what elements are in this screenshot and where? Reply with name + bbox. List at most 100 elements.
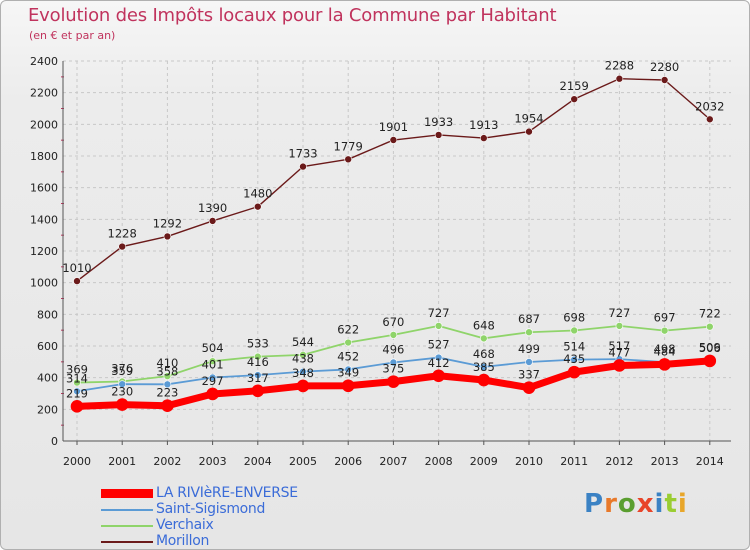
data-point-verchaix <box>208 357 217 366</box>
x-tick-label: 2003 <box>199 455 227 468</box>
data-point-morillon <box>479 134 488 142</box>
data-label-saint-sigismond: 509 <box>699 340 721 354</box>
data-label-verchaix: 722 <box>699 307 721 321</box>
x-tick-label: 2000 <box>63 455 91 468</box>
data-label-saint-sigismond: 499 <box>518 342 540 356</box>
data-label-la-rivi-re-enverse: 484 <box>654 344 676 358</box>
data-point-la-rivi-re-enverse <box>115 398 129 411</box>
data-label-morillon: 2032 <box>695 99 724 113</box>
x-tick-label: 2014 <box>696 455 724 468</box>
data-label-la-rivi-re-enverse: 230 <box>111 385 133 399</box>
data-point-verchaix <box>344 338 353 347</box>
data-point-morillon <box>570 95 579 103</box>
logo-letter: o <box>617 489 637 519</box>
data-label-verchaix: 687 <box>518 312 540 326</box>
data-point-la-rivi-re-enverse <box>251 384 265 398</box>
data-point-saint-sigismond <box>118 380 126 388</box>
data-point-la-rivi-re-enverse <box>567 365 581 379</box>
data-point-la-rivi-re-enverse <box>206 387 219 401</box>
data-label-morillon: 1933 <box>424 115 453 129</box>
data-point-saint-sigismond <box>344 365 353 374</box>
data-label-la-rivi-re-enverse: 349 <box>337 366 359 380</box>
data-label-morillon: 2159 <box>560 79 589 93</box>
y-tick-label: 1800 <box>30 150 58 163</box>
data-point-verchaix <box>705 322 714 331</box>
data-point-saint-sigismond <box>253 371 262 379</box>
data-label-la-rivi-re-enverse: 435 <box>563 352 585 366</box>
data-label-verchaix: 727 <box>608 306 630 320</box>
x-tick-label: 2004 <box>244 455 272 468</box>
y-tick-label: 1200 <box>30 245 58 258</box>
data-point-morillon <box>705 115 714 124</box>
data-label-la-rivi-re-enverse: 412 <box>428 356 450 370</box>
proxiti-logo: Proxiti <box>584 489 688 519</box>
data-point-saint-sigismond <box>570 355 579 364</box>
data-point-verchaix <box>660 326 669 335</box>
legend-label-la-riviere-enverse: LA RIVIèRE-ENVERSE <box>156 485 298 501</box>
data-point-verchaix <box>73 378 81 387</box>
data-label-morillon: 2288 <box>605 59 634 73</box>
data-point-verchaix <box>389 331 398 339</box>
data-point-la-rivi-re-enverse <box>161 399 174 412</box>
data-label-saint-sigismond: 452 <box>337 349 359 363</box>
data-label-verchaix: 622 <box>337 323 359 337</box>
y-tick-label: 400 <box>37 372 58 385</box>
data-label-la-rivi-re-enverse: 506 <box>699 341 721 355</box>
legend-label-morillon: Morillon <box>156 533 210 549</box>
data-label-la-rivi-re-enverse: 477 <box>608 345 630 359</box>
data-label-saint-sigismond: 358 <box>156 364 178 378</box>
data-point-morillon <box>389 136 398 144</box>
data-point-morillon <box>118 242 126 251</box>
data-point-verchaix <box>525 328 533 337</box>
logo-letter: P <box>584 489 605 519</box>
data-label-verchaix: 697 <box>654 311 676 325</box>
data-point-la-rivi-re-enverse <box>341 379 355 393</box>
data-label-morillon: 1779 <box>334 139 363 153</box>
x-tick-label: 2011 <box>560 455 588 468</box>
data-label-verchaix: 670 <box>382 315 404 329</box>
data-point-la-rivi-re-enverse <box>703 354 717 368</box>
y-tick-label: 600 <box>37 340 58 353</box>
y-tick-label: 2400 <box>30 55 58 68</box>
chart-title: Evolution des Impôts locaux pour la Comm… <box>28 5 557 26</box>
data-point-la-rivi-re-enverse <box>387 375 400 388</box>
data-label-la-rivi-re-enverse: 375 <box>382 362 404 376</box>
data-label-morillon: 1228 <box>108 227 137 241</box>
data-point-verchaix <box>253 352 262 361</box>
data-label-la-rivi-re-enverse: 337 <box>518 368 540 382</box>
y-tick-label: 200 <box>37 403 58 416</box>
data-label-morillon: 1733 <box>288 147 317 161</box>
data-label-morillon: 1292 <box>153 216 182 230</box>
y-tick-label: 1000 <box>30 277 58 290</box>
data-label-saint-sigismond: 498 <box>654 342 676 356</box>
logo-letter: i <box>677 489 688 519</box>
data-label-saint-sigismond: 527 <box>428 338 450 352</box>
data-label-verchaix: 533 <box>247 337 269 351</box>
data-point-verchaix <box>479 334 488 343</box>
data-label-saint-sigismond: 314 <box>66 371 88 385</box>
data-point-morillon <box>208 217 217 225</box>
x-tick-label: 2008 <box>425 455 453 468</box>
data-label-saint-sigismond: 468 <box>473 347 495 361</box>
data-point-verchaix <box>163 372 172 380</box>
data-label-la-rivi-re-enverse: 348 <box>292 366 314 380</box>
data-label-saint-sigismond: 401 <box>202 358 224 372</box>
data-label-morillon: 1913 <box>469 118 498 132</box>
data-point-la-rivi-re-enverse <box>70 400 84 413</box>
logo-letter: x <box>636 489 655 519</box>
data-label-saint-sigismond: 496 <box>382 342 404 356</box>
data-point-saint-sigismond <box>163 380 172 389</box>
data-point-la-rivi-re-enverse <box>296 379 310 393</box>
legend-swatch-saint-sigismond <box>101 509 153 511</box>
data-point-morillon <box>299 162 307 171</box>
data-label-verchaix: 410 <box>156 356 178 370</box>
x-tick-label: 2005 <box>289 455 317 468</box>
data-point-morillon <box>525 127 533 136</box>
data-point-la-rivi-re-enverse <box>613 359 626 372</box>
y-tick-label: 1400 <box>30 213 58 226</box>
data-point-saint-sigismond <box>299 367 307 376</box>
data-point-verchaix <box>299 351 307 359</box>
legend-label-verchaix: Verchaix <box>156 517 214 533</box>
x-tick-label: 2001 <box>108 455 136 468</box>
